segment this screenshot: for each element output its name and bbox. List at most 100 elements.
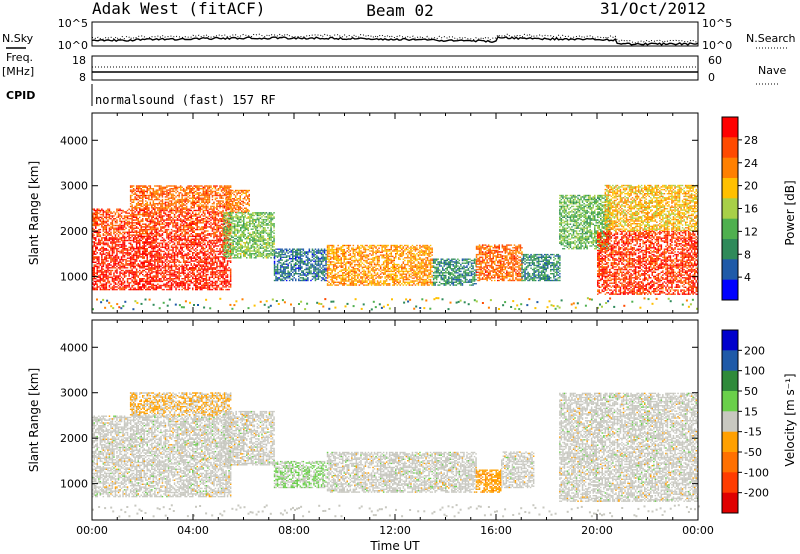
heatmap-cell bbox=[141, 229, 143, 230]
heatmap-cell bbox=[116, 252, 118, 253]
heatmap-cell bbox=[121, 225, 123, 226]
heatmap-cell bbox=[134, 275, 136, 276]
heatmap-cell bbox=[103, 264, 105, 265]
heatmap-cell bbox=[200, 273, 202, 274]
heatmap-cell bbox=[124, 285, 126, 286]
heatmap-cell bbox=[162, 210, 164, 211]
heatmap-cell bbox=[175, 262, 177, 263]
heatmap-cell bbox=[133, 225, 135, 226]
heatmap-cell bbox=[136, 206, 138, 207]
heatmap-cell bbox=[147, 279, 149, 280]
heatmap-cell bbox=[159, 209, 161, 210]
heatmap-cell bbox=[124, 226, 126, 227]
heatmap-cell bbox=[172, 251, 174, 252]
heatmap-cell bbox=[230, 278, 232, 279]
heatmap-cell bbox=[131, 204, 133, 205]
heatmap-cell bbox=[180, 228, 182, 229]
heatmap-cell bbox=[142, 270, 144, 271]
heatmap-cell bbox=[212, 263, 214, 264]
heatmap-cell bbox=[145, 269, 147, 270]
heatmap-cell bbox=[104, 229, 106, 230]
heatmap-cell bbox=[175, 213, 177, 214]
heatmap-cell bbox=[118, 225, 120, 226]
heatmap-cell bbox=[95, 226, 97, 227]
heatmap-cell bbox=[127, 254, 129, 255]
heatmap-cell bbox=[180, 239, 182, 240]
heatmap-cell bbox=[171, 279, 173, 280]
heatmap-cell bbox=[127, 224, 129, 225]
heatmap-cell bbox=[124, 229, 126, 230]
heatmap-cell bbox=[138, 204, 140, 205]
heatmap-cell bbox=[133, 254, 135, 255]
heatmap-cell bbox=[169, 214, 171, 215]
heatmap-cell bbox=[165, 247, 167, 248]
heatmap-cell bbox=[128, 254, 130, 255]
heatmap-cell bbox=[104, 271, 106, 272]
heatmap-cell bbox=[163, 188, 165, 189]
heatmap-cell bbox=[147, 187, 149, 188]
heatmap-cell bbox=[103, 260, 105, 261]
heatmap-cell bbox=[218, 285, 220, 286]
heatmap-cell bbox=[156, 255, 158, 256]
heatmap-cell bbox=[103, 229, 105, 230]
heatmap-cell bbox=[139, 230, 141, 231]
heatmap-cell bbox=[113, 264, 115, 265]
heatmap-cell bbox=[104, 221, 106, 222]
heatmap-cell bbox=[187, 262, 189, 263]
heatmap-cell bbox=[142, 241, 144, 242]
heatmap-cell bbox=[207, 269, 209, 270]
heatmap-cell bbox=[142, 239, 144, 240]
heatmap-cell bbox=[124, 274, 126, 275]
heatmap-cell bbox=[124, 222, 126, 223]
heatmap-cell bbox=[209, 211, 211, 212]
heatmap-cell bbox=[107, 271, 109, 272]
heatmap-cell bbox=[216, 281, 218, 282]
heatmap-cell bbox=[213, 240, 215, 241]
heatmap-cell bbox=[150, 274, 152, 275]
heatmap-cell bbox=[224, 271, 226, 272]
heatmap-cell bbox=[156, 256, 158, 257]
heatmap-cell bbox=[147, 233, 149, 234]
heatmap-cell bbox=[198, 245, 200, 246]
heatmap-cell bbox=[209, 278, 211, 279]
heatmap-cell bbox=[221, 228, 223, 229]
heatmap-cell bbox=[148, 225, 150, 226]
heatmap-cell bbox=[162, 207, 164, 208]
heatmap-cell bbox=[97, 232, 99, 233]
heatmap-cell bbox=[157, 270, 159, 271]
heatmap-cell bbox=[197, 279, 199, 280]
heatmap-cell bbox=[115, 247, 117, 248]
heatmap-cell bbox=[174, 243, 176, 244]
heatmap-cell bbox=[218, 240, 220, 241]
heatmap-cell bbox=[175, 189, 177, 190]
heatmap-cell bbox=[175, 206, 177, 207]
heatmap-cell bbox=[142, 264, 144, 265]
heatmap-cell bbox=[151, 247, 153, 248]
heatmap-cell bbox=[165, 240, 167, 241]
heatmap-cell bbox=[131, 266, 133, 267]
heatmap-cell bbox=[200, 217, 202, 218]
heatmap-cell bbox=[133, 277, 135, 278]
heatmap-cell bbox=[103, 213, 105, 214]
heatmap-cell bbox=[192, 248, 194, 249]
heatmap-cell bbox=[144, 209, 146, 210]
heatmap-cell bbox=[97, 252, 99, 253]
heatmap-cell bbox=[94, 210, 96, 211]
heatmap-cell bbox=[112, 281, 114, 282]
heatmap-cell bbox=[224, 267, 226, 268]
heatmap-cell bbox=[206, 266, 208, 267]
heatmap-cell bbox=[153, 241, 155, 242]
heatmap-cell bbox=[119, 284, 121, 285]
heatmap-cell bbox=[221, 264, 223, 265]
heatmap-cell bbox=[128, 224, 130, 225]
heatmap-cell bbox=[198, 270, 200, 271]
heatmap-cell bbox=[121, 289, 123, 290]
heatmap-cell bbox=[209, 234, 211, 235]
heatmap-cell bbox=[165, 188, 167, 189]
heatmap-cell bbox=[153, 255, 155, 256]
heatmap-cell bbox=[106, 285, 108, 286]
heatmap-cell bbox=[121, 213, 123, 214]
heatmap-cell bbox=[100, 271, 102, 272]
heatmap-cell bbox=[124, 264, 126, 265]
heatmap-cell bbox=[191, 207, 193, 208]
